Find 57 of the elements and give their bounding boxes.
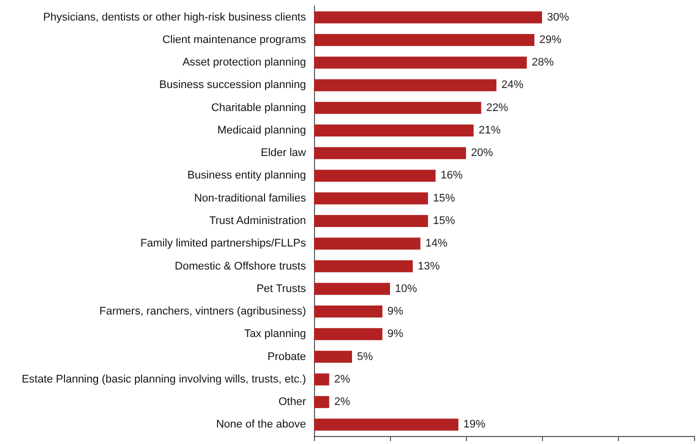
- y-tick-label: Domestic & Offshore trusts: [174, 260, 306, 272]
- bar: [314, 102, 482, 114]
- bar: [314, 396, 330, 408]
- bar: [314, 328, 382, 340]
- bar: [314, 34, 534, 46]
- bar: [314, 282, 390, 295]
- data-label: 19%: [463, 418, 486, 431]
- y-tick-label: Probate: [267, 350, 306, 363]
- data-label: 21%: [478, 124, 501, 136]
- y-tick-label: Estate Planning (basic planning involving wills, trusts, etc.): [22, 373, 306, 386]
- y-tick-label: Other: [278, 396, 306, 408]
- data-label: 14%: [425, 238, 448, 250]
- bar: [314, 350, 352, 363]
- bar: [314, 11, 542, 24]
- data-label: 13%: [418, 260, 440, 272]
- y-tick-label: Farmers, ranchers, vintners (agribusiness): [99, 306, 306, 318]
- bar: [314, 215, 428, 227]
- data-label: 29%: [539, 34, 562, 46]
- data-label: 2%: [334, 396, 350, 408]
- bar: [314, 124, 474, 136]
- bar: [314, 373, 330, 386]
- bar: [314, 238, 420, 250]
- data-label: 9%: [387, 328, 404, 340]
- data-label: 15%: [433, 215, 456, 227]
- data-label: 10%: [395, 282, 418, 295]
- y-tick-label: Tax planning: [244, 328, 306, 340]
- bar: [314, 306, 382, 318]
- y-tick-label: None of the above: [216, 418, 306, 431]
- bar: [314, 56, 527, 69]
- bar: [314, 260, 413, 272]
- bar: [314, 192, 428, 204]
- bar: [314, 79, 496, 92]
- data-label: 2%: [334, 373, 350, 386]
- y-tick-label: Medicaid planning: [217, 124, 306, 136]
- y-tick-label: Trust Administration: [209, 215, 306, 227]
- y-tick-label: Elder law: [260, 147, 306, 160]
- y-tick-label: Pet Trusts: [256, 282, 306, 295]
- y-tick-label: Physicians, dentists or other high-risk business clients: [43, 11, 306, 24]
- data-label: 15%: [433, 192, 456, 204]
- data-label: 28%: [532, 56, 554, 69]
- data-label: 30%: [547, 11, 570, 24]
- bar: [314, 147, 466, 160]
- data-label: 9%: [387, 306, 404, 318]
- y-tick-label: Family limited partnerships/FLLPs: [140, 238, 306, 250]
- bar: [314, 170, 436, 182]
- data-label: 20%: [471, 147, 494, 160]
- y-tick-label: Charitable planning: [211, 102, 306, 114]
- data-label: 24%: [501, 79, 524, 92]
- data-label: 22%: [486, 102, 508, 114]
- y-tick-label: Asset protection planning: [182, 56, 306, 69]
- y-tick-label: Business entity planning: [187, 170, 306, 182]
- data-label: 16%: [440, 170, 463, 182]
- y-tick-label: Client maintenance programs: [162, 34, 306, 46]
- bar: [314, 418, 458, 431]
- data-label: 5%: [357, 350, 374, 363]
- y-tick-label: Business succession planning: [159, 79, 306, 92]
- y-tick-label: Non-traditional families: [194, 192, 306, 204]
